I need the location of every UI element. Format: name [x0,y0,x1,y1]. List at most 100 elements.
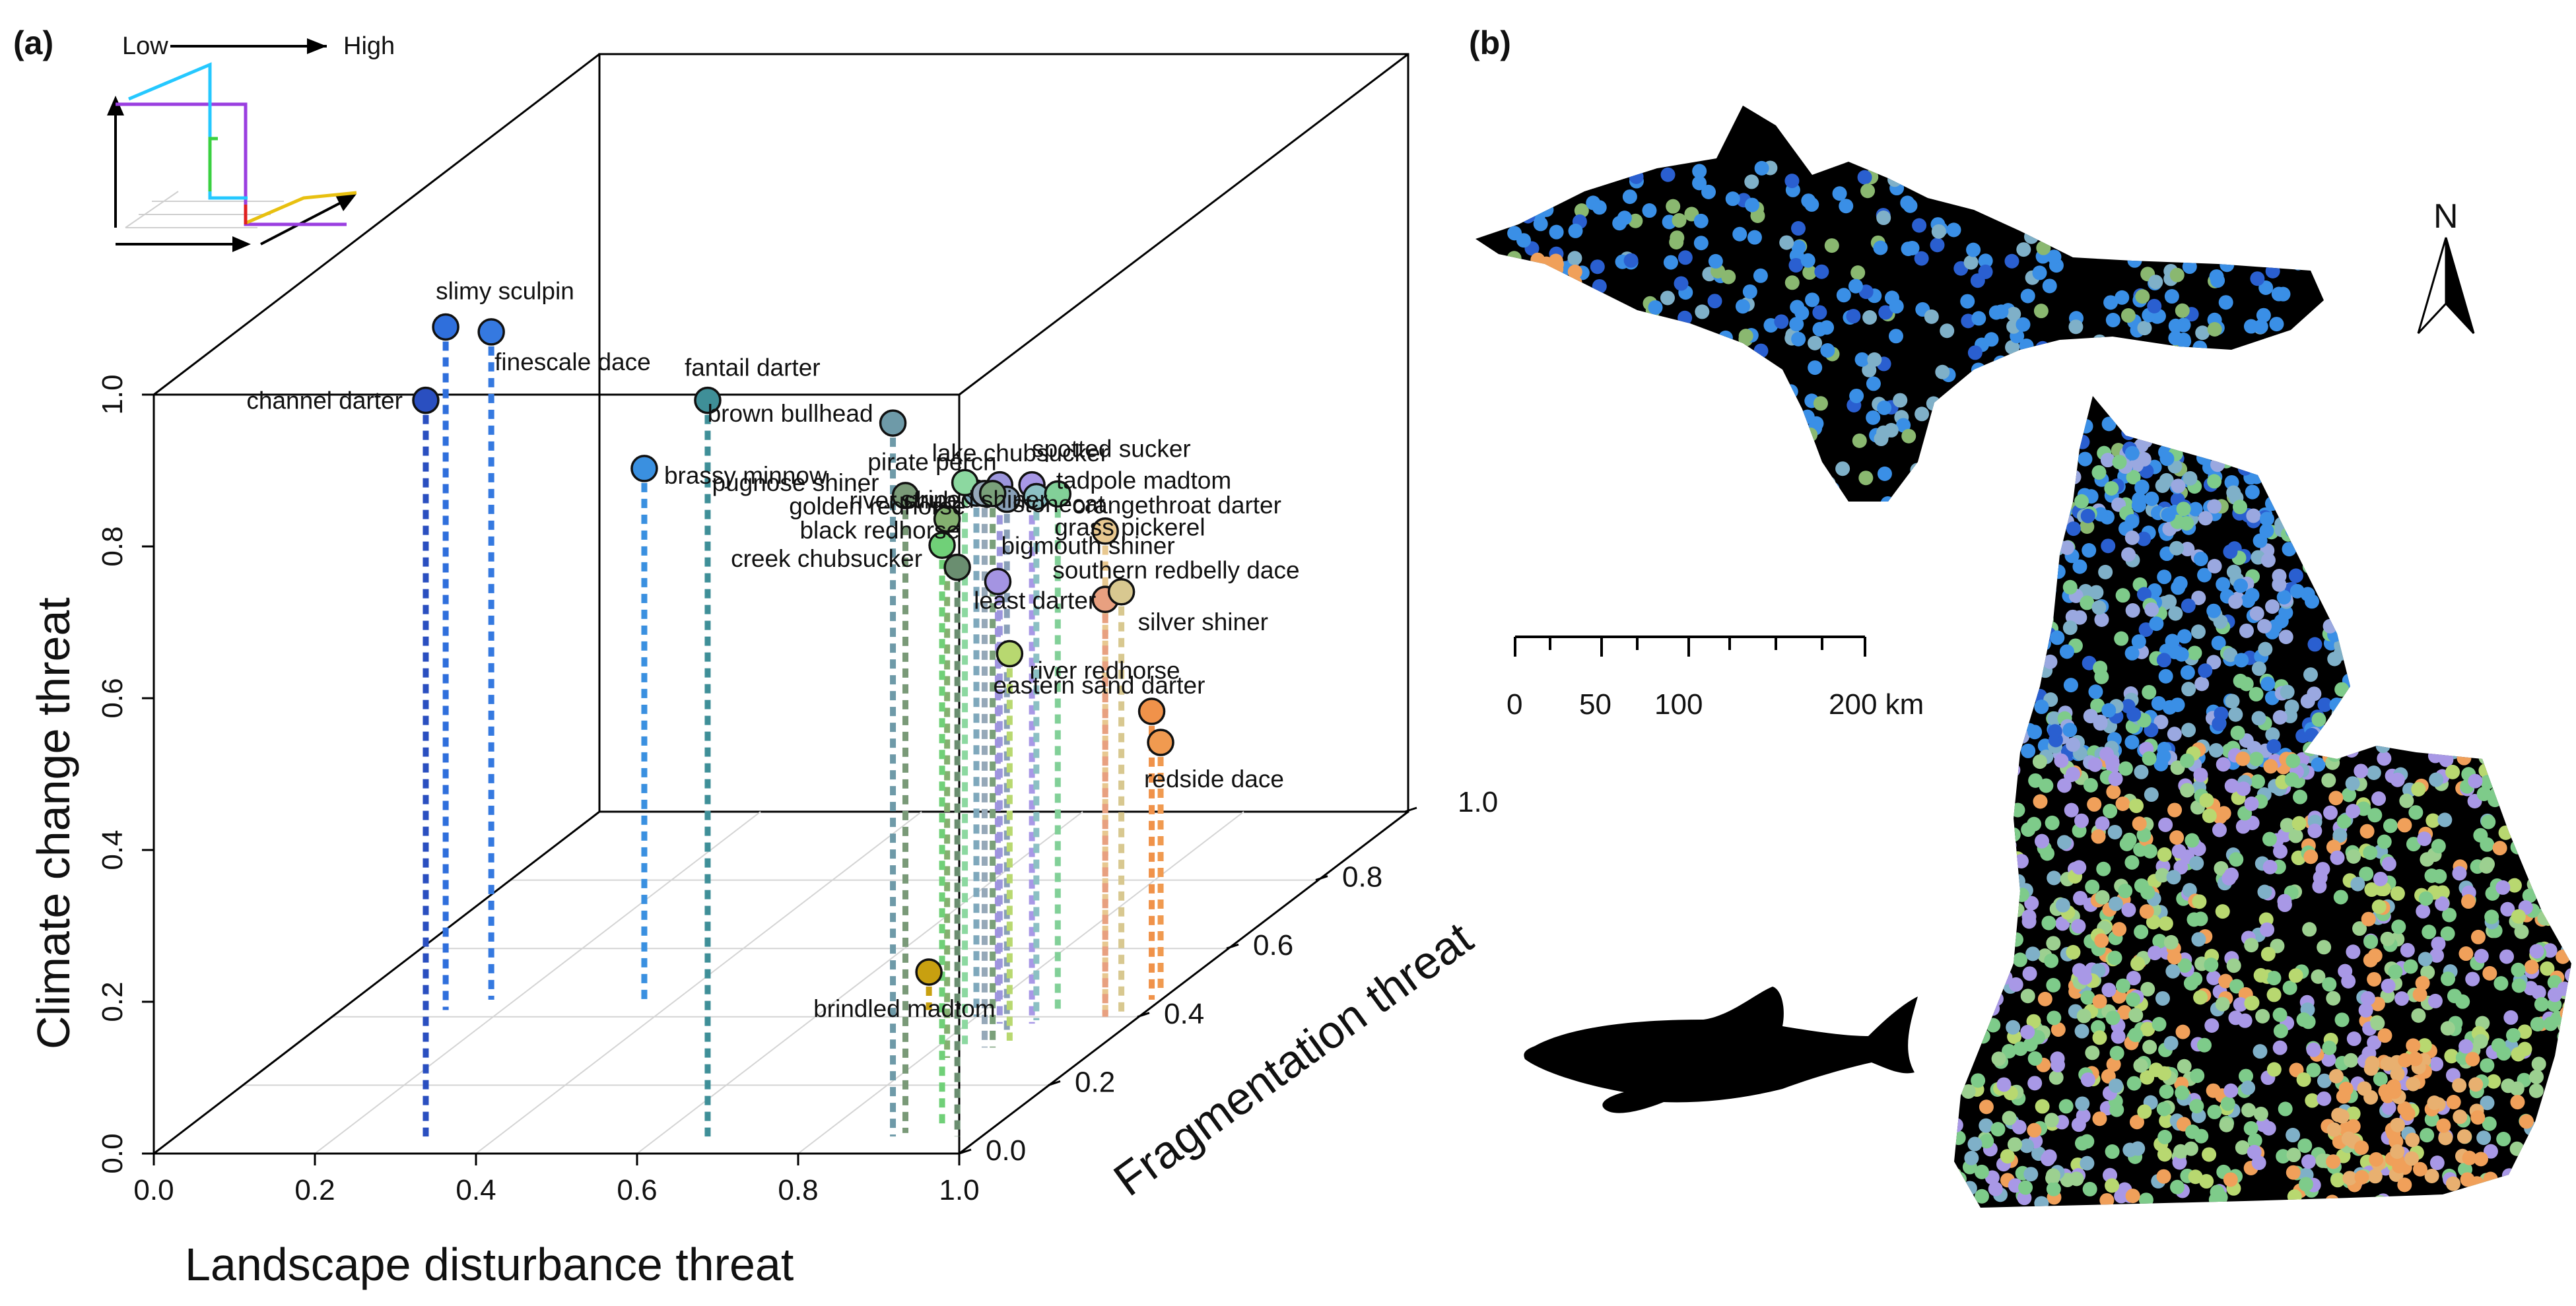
map-dot [1536,339,1551,354]
map-dot [1571,374,1586,389]
map-dot [1996,800,2011,816]
map-dot [2087,797,2102,812]
map-dot [2006,306,2021,321]
map-dot [1857,170,1872,185]
map-dot [2080,519,2095,534]
map-dot [2210,457,2225,473]
map-dot [2314,504,2329,519]
map-dot [2352,921,2367,936]
map-dot [2406,1038,2421,1053]
map-dot [2047,711,2062,726]
point-label: creek chubsucker [731,545,922,572]
legend-grid [125,191,284,228]
map-dot [2041,583,2056,598]
map-dot [2156,1169,2171,1184]
map-dot [2417,832,2432,847]
map-dot [2280,527,2295,542]
map-dot [2350,876,2365,892]
map-dot [2280,818,2295,833]
map-dot [1820,343,1835,358]
map-dot [1546,351,1561,366]
map-dot [2336,521,2351,536]
map-dot [2224,778,2239,793]
map-dot [1961,381,1977,396]
map-dot [1738,329,1753,344]
map-dot [1812,305,1827,320]
map-dot [2377,1028,2392,1043]
map-dot [2076,1008,2091,1024]
map-dot [2008,932,2023,947]
map-dot [1656,476,1671,491]
map-dot [1714,494,1729,509]
map-dot [2091,190,2107,205]
map-dot [2397,1177,2412,1192]
map-dot [2462,1150,2477,1165]
map-dot [2006,1020,2021,1035]
map-dot [2413,1161,2428,1177]
map-dot [2375,738,2390,754]
map-dot [2482,1116,2497,1131]
map-dot [2062,164,2078,179]
map-dot [2226,418,2241,434]
map-dot [2018,626,2033,641]
map-dot [1666,199,1681,214]
map-dot [2268,354,2283,369]
map-dot [2301,1154,2316,1169]
map-dot [1788,490,1804,505]
map-dot [1969,898,1984,913]
map-dot [2390,1144,2405,1159]
map-dot [1574,162,1589,178]
map-dot [1953,843,1969,858]
map-dot [2140,885,2155,900]
map-dot [1983,781,1998,796]
map-dot [2197,568,2212,583]
map-dot [2060,540,2075,555]
map-dot [1903,198,1918,213]
map-dot [2108,771,2123,787]
map-dot [2346,849,2361,864]
map-dot [2126,992,2141,1007]
map-dot [1507,251,1522,266]
map-dot [1587,405,1602,420]
map-dot [2204,1018,2220,1033]
map-dot [2251,443,2266,459]
map-dot [2548,880,2563,896]
map-dot [2550,1123,2565,1138]
map-dot [2150,374,2165,389]
map-dot [2012,952,2027,967]
map-dot [2185,833,2200,848]
map-dot [2027,1076,2043,1091]
map-dot [2251,661,2266,676]
map-dot [2228,707,2243,722]
map-dot [2303,741,2318,756]
map-dot [2146,915,2161,930]
map-dot [2092,334,2107,349]
map-dot [2248,405,2263,420]
map-dot [2288,828,2303,843]
map-dot [2012,681,2027,696]
map-dot [2036,240,2051,255]
map-dot [2511,962,2526,977]
map-dot [2334,737,2350,752]
map-dot [2010,874,2025,889]
map-dot [2452,866,2467,881]
map-dot [2511,909,2526,924]
map-dot [2499,949,2515,964]
map-dot [2223,1172,2238,1187]
map-dot [2523,799,2538,814]
map-dot [2334,570,2350,585]
map-dot [2344,585,2359,600]
map-dot [2035,341,2051,356]
map-dot [2033,304,2049,319]
map-dot [2405,1132,2420,1148]
map-dot [1906,173,1921,188]
map-dot [2464,1195,2480,1208]
map-dot [2006,641,2021,656]
map-dot [2013,560,2028,575]
map-dot [2030,533,2045,548]
map-dot [2286,1128,2301,1143]
map-dot [2218,218,2233,234]
map-dot [2303,433,2318,448]
map-dot [1660,336,1676,351]
map-dot [2075,1096,2090,1111]
